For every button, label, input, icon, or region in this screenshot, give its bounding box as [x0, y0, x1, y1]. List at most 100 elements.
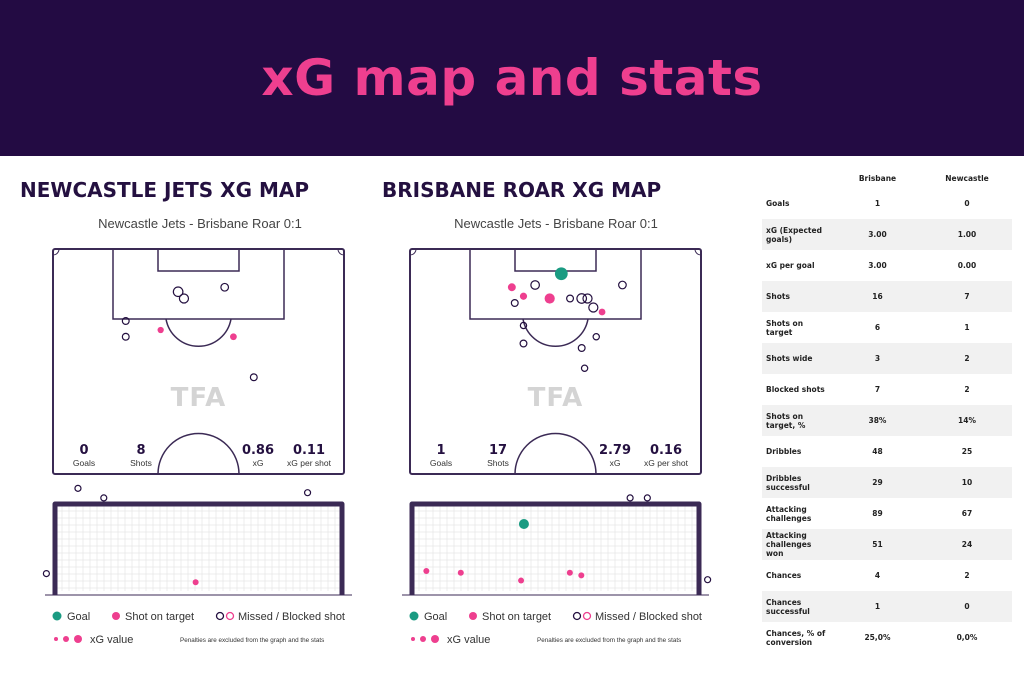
table-header-row: Brisbane Newcastle: [762, 168, 1012, 188]
stat-brisbane: 38%: [832, 405, 922, 436]
missed-shot: [303, 489, 312, 497]
corner-arc: [694, 248, 702, 256]
missed-shot: [588, 302, 599, 313]
stat-brisbane: 4: [874, 571, 881, 580]
stat-label: xG (Expected goals): [762, 219, 833, 250]
table-row: Goals 1 0: [762, 188, 1012, 219]
legend-xg-large: [74, 635, 82, 643]
six-yard-box: [157, 248, 240, 272]
summary-label: Shots: [130, 458, 152, 468]
missed-shot: [172, 286, 184, 298]
summary-label: xG per shot: [287, 458, 332, 468]
legend-xg-large: [431, 635, 439, 643]
table-row: Chances, % of conversion 25,0% 0,0%: [762, 622, 1012, 653]
table-header: [762, 168, 833, 188]
stat-newcastle: 0,0%: [956, 633, 978, 642]
stat-brisbane: 3: [832, 343, 922, 374]
stat-brisbane: 1: [832, 591, 922, 622]
legend-goal-marker: [52, 611, 62, 621]
legend-xg-small: [411, 637, 415, 641]
stat-newcastle: 14%: [922, 405, 1012, 436]
table-row: Blocked shots 7 2: [762, 374, 1012, 405]
match-subtitle: Newcastle Jets - Brisbane Roar 0:1: [454, 216, 658, 231]
stat-newcastle: 10: [922, 467, 1012, 498]
legend-note: Penalties are excluded from the graph an…: [180, 637, 324, 644]
legend-xg-label: xG value: [90, 634, 133, 646]
stat-label: xG per goal: [766, 261, 815, 270]
stat-newcastle: 2: [964, 571, 970, 580]
match-subtitle: Newcastle Jets - Brisbane Roar 0:1: [98, 216, 302, 231]
goal-frame-0: [42, 484, 352, 596]
pitch-outline: [409, 248, 702, 475]
table-header-brisbane: Brisbane: [858, 173, 897, 183]
banner-title: xG map and stats: [261, 49, 763, 107]
shot-on-target: [157, 326, 164, 334]
stat-brisbane: 3.00: [868, 261, 887, 270]
stat-brisbane: 89: [872, 509, 883, 518]
summary-label: xG: [610, 458, 621, 468]
summary-value: 0.11: [293, 443, 325, 458]
missed-shot: [42, 569, 50, 578]
shot-on-target: [518, 577, 525, 584]
stat-brisbane: 16: [832, 281, 922, 312]
missed-shot: [519, 321, 528, 330]
legend-on-target-label: Shot on target: [125, 611, 194, 623]
table-row: Attacking challenges won 51 24: [762, 529, 1012, 560]
missed-shot: [178, 293, 190, 304]
table-row: Dribbles successful 29 10: [762, 467, 1012, 498]
stat-brisbane: 29: [832, 467, 922, 498]
legend-on-target-marker: [469, 612, 477, 620]
stat-label: Goals: [766, 199, 790, 208]
table-row: Shots 16 7: [762, 281, 1012, 312]
table-row: Chances successful 1 0: [762, 591, 1012, 622]
chart-title: BRISBANE ROAR XG MAP: [382, 178, 662, 202]
legend-missed-marker: [215, 611, 225, 621]
corner-arc: [52, 248, 60, 256]
summary-label: Goals: [430, 458, 452, 468]
missed-shot: [704, 576, 712, 584]
stat-label: Dribbles: [766, 447, 802, 456]
watermark-logo: TFA: [528, 383, 584, 413]
summary-label: xG per shot: [644, 458, 689, 468]
six-yard-box: [514, 248, 597, 272]
pitch-1: [409, 248, 702, 475]
stats-table: Brisbane Newcastle Goals 1 0 xG (Expected g…: [762, 168, 1012, 653]
stat-label: Chances successful: [762, 591, 833, 622]
missed-shot: [576, 293, 588, 304]
summary-label: xG: [253, 458, 264, 468]
stat-label: Chances: [766, 571, 802, 580]
goal-posts: [409, 501, 702, 595]
stat-brisbane: 3.00: [832, 219, 922, 250]
table-row: Shots wide 3 2: [762, 343, 1012, 374]
stat-brisbane: 48: [872, 447, 883, 456]
missed-shot: [618, 280, 627, 290]
missed-shot: [577, 344, 586, 352]
summary-value: 0.16: [650, 443, 682, 458]
missed-shot: [566, 294, 575, 303]
legend-on-target-label: Shot on target: [482, 611, 551, 623]
shot-on-target: [507, 283, 516, 292]
table-row: xG per goal 3.00 0.00: [762, 250, 1012, 281]
stat-label: Dribbles successful: [762, 467, 833, 498]
penalty-arc: [522, 318, 589, 348]
stat-brisbane: 7: [874, 385, 881, 394]
summary-value: 2.79: [599, 443, 631, 458]
table-row: Dribbles 48 25: [762, 436, 1012, 467]
legend-on-target-marker: [112, 612, 120, 620]
goal-shot: [554, 267, 568, 281]
legend-goal-marker: [409, 611, 419, 621]
center-circle: [157, 432, 240, 475]
goal-frame-1: [402, 494, 712, 596]
table-row: xG (Expected goals) 3.00 1.00: [762, 219, 1012, 250]
stat-newcastle: 0: [964, 199, 970, 208]
stat-newcastle: 24: [922, 529, 1012, 560]
shot-on-target: [598, 308, 606, 316]
table-row: Shots on target 6 1: [762, 312, 1012, 343]
newcastle-xg-panel: NEWCASTLE JETS XG MAP Newcastle Jets - B…: [20, 156, 390, 683]
table-row: Attacking challenges 89 67: [762, 498, 1012, 529]
missed-shot: [582, 293, 593, 304]
shot-on-target: [519, 292, 528, 300]
stat-label: Attacking challenges: [766, 504, 812, 523]
legend-missed-label: Missed / Blocked shot: [238, 611, 345, 623]
legend-blocked-marker: [225, 611, 235, 621]
